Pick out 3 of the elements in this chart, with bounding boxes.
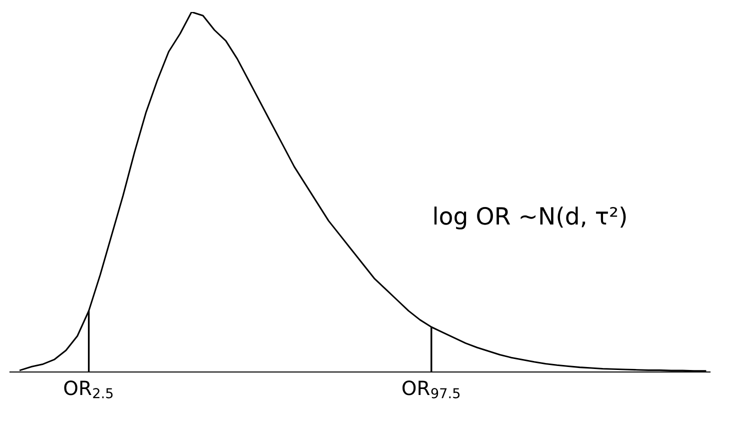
annotation: log OR ~N(d, τ²) [434, 206, 626, 230]
x-tick-label: OR$_{2.5}$ [64, 380, 113, 398]
x-tick-label: OR$_{97.5}$ [402, 380, 460, 398]
